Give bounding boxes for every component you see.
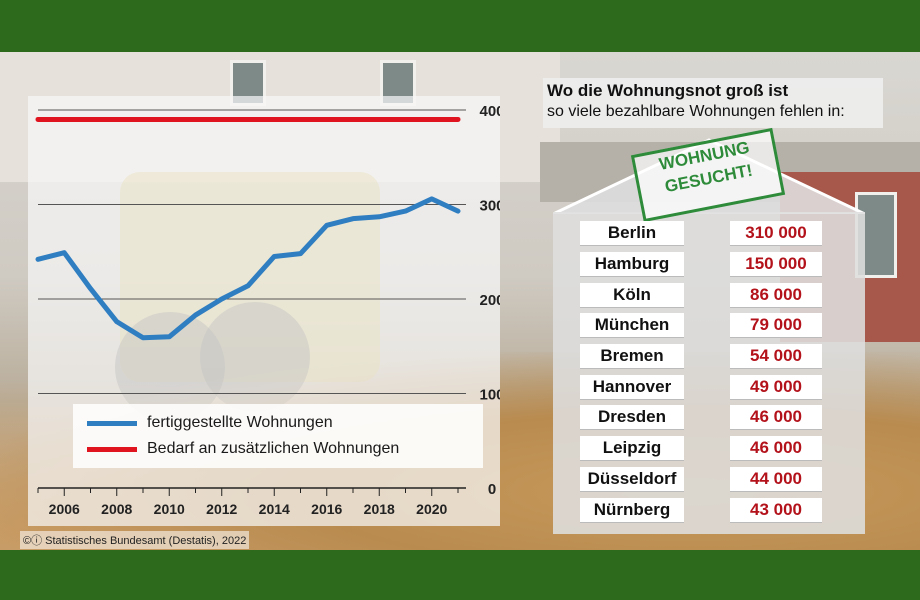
table-row: Hannover 49 000 xyxy=(580,375,822,399)
city-value: 54 000 xyxy=(730,344,822,368)
table-row: Nürnberg 43 000 xyxy=(580,498,822,522)
table-row: Düsseldorf 44 000 xyxy=(580,467,822,491)
city-value: 44 000 xyxy=(730,467,822,491)
table-row: Leipzig 46 000 xyxy=(580,436,822,460)
y-tick-label: 400 xyxy=(479,103,500,120)
x-tick-label: 2016 xyxy=(311,501,342,517)
series-line-completed xyxy=(35,196,461,341)
headline-title: Wo die Wohnungsnot groß ist xyxy=(547,81,789,100)
city-value: 46 000 xyxy=(730,405,822,429)
x-tick-label: 2006 xyxy=(49,501,80,517)
bottom-frame-band xyxy=(0,550,920,600)
city-value: 49 000 xyxy=(730,375,822,399)
table-row: Berlin 310 000 xyxy=(580,221,822,245)
city-value: 79 000 xyxy=(730,313,822,337)
legend-label-completed: fertiggestellte Wohnungen xyxy=(147,414,333,431)
line-chart-panel: 0 100 200 300 400 2006 2008 2010 2012 2014 2016 201… xyxy=(28,96,500,526)
legend-swatch-red xyxy=(87,446,137,452)
headline-subtitle: so viele bezahlbare Wohnungen fehlen in: xyxy=(547,103,845,120)
y-tick-label: 300 xyxy=(479,198,500,215)
city-name: Dresden xyxy=(580,405,684,429)
legend-label-demand: Bedarf an zusätzlichen Wohnungen xyxy=(147,440,400,457)
city-name: Köln xyxy=(580,283,684,307)
city-name: Berlin xyxy=(580,221,684,245)
x-tick-label: 2010 xyxy=(154,501,185,517)
table-row: Bremen 54 000 xyxy=(580,344,822,368)
city-value: 310 000 xyxy=(730,221,822,245)
legend-item-demand: Bedarf an zusätzlichen Wohnungen xyxy=(87,438,399,460)
y-tick-label: 0 xyxy=(488,481,496,498)
city-value: 86 000 xyxy=(730,283,822,307)
y-tick-label: 100 xyxy=(479,387,500,404)
city-name: Düsseldorf xyxy=(580,467,684,491)
x-tick-label: 2020 xyxy=(416,501,447,517)
legend-swatch-blue xyxy=(87,420,137,426)
source-credit: ©ⓘ Statistisches Bundesamt (Destatis), 2… xyxy=(20,531,250,549)
top-frame-band xyxy=(0,0,920,52)
legend-item-completed: fertiggestellte Wohnungen xyxy=(87,412,333,434)
city-value: 43 000 xyxy=(730,498,822,522)
headline-box: Wo die Wohnungsnot groß ist so viele bez… xyxy=(543,78,883,128)
city-name: Hamburg xyxy=(580,252,684,276)
table-row: Köln 86 000 xyxy=(580,283,822,307)
y-tick-label: 200 xyxy=(479,292,500,309)
city-name: Bremen xyxy=(580,344,684,368)
table-row: München 79 000 xyxy=(580,313,822,337)
x-tick-label: 2014 xyxy=(259,501,290,517)
x-tick-label: 2008 xyxy=(101,501,132,517)
x-tick-label: 2012 xyxy=(206,501,237,517)
chart-legend: fertiggestellte Wohnungen Bedarf an zusä… xyxy=(73,404,483,468)
x-tick-label: 2018 xyxy=(364,501,395,517)
line-chart: 0 100 200 300 400 2006 2008 2010 2012 2014 2016 201… xyxy=(35,103,500,517)
city-name: Hannover xyxy=(580,375,684,399)
city-name: Nürnberg xyxy=(580,498,684,522)
table-row: Dresden 46 000 xyxy=(580,405,822,429)
city-name: München xyxy=(580,313,684,337)
city-value: 46 000 xyxy=(730,436,822,460)
city-name: Leipzig xyxy=(580,436,684,460)
city-value: 150 000 xyxy=(730,252,822,276)
table-row: Hamburg 150 000 xyxy=(580,252,822,276)
